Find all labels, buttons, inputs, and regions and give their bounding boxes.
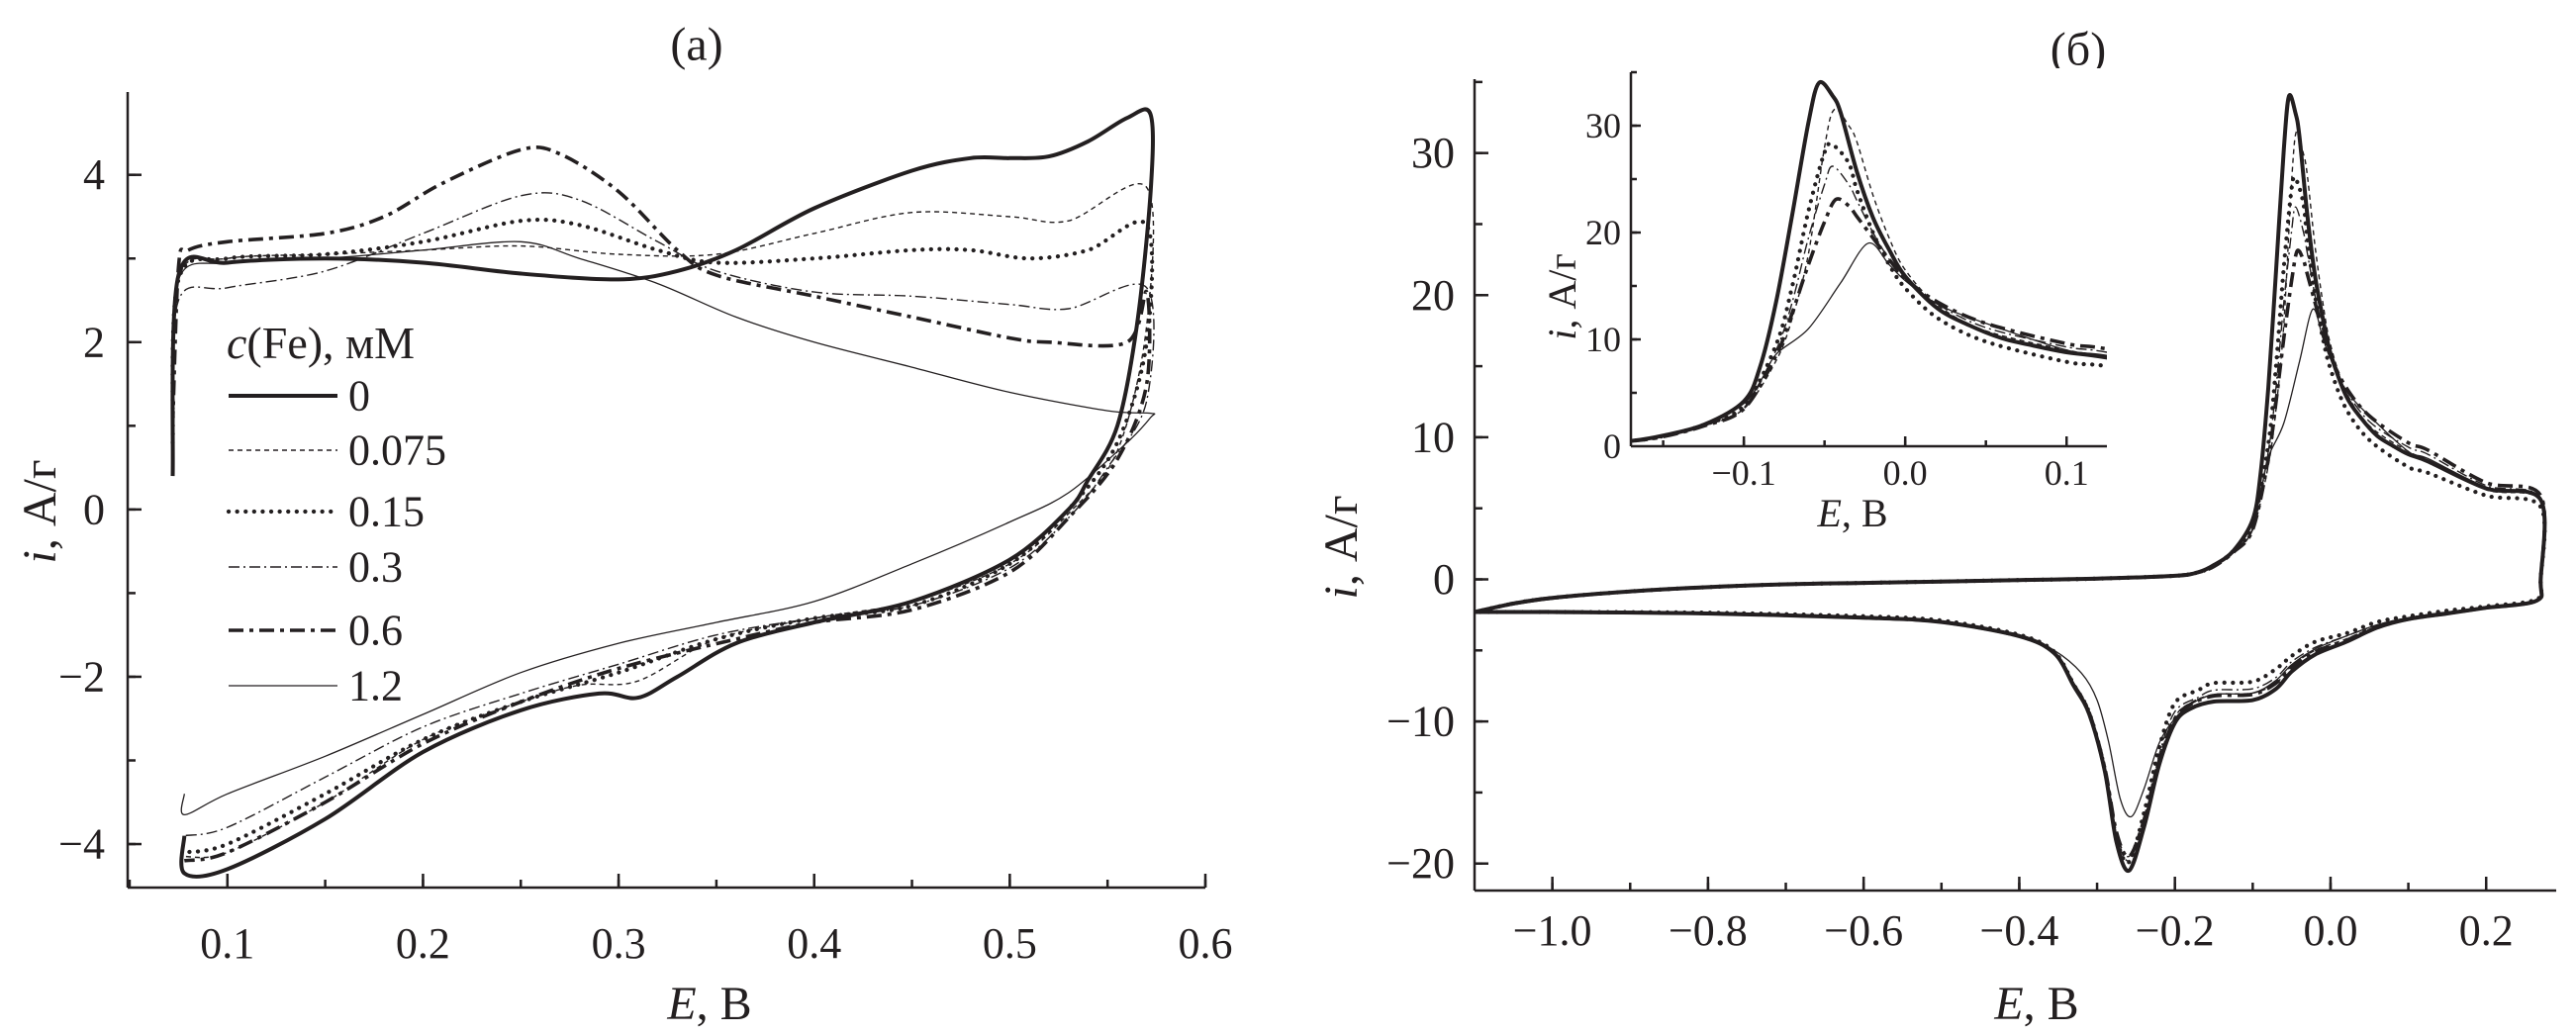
y-tick-label: −20 <box>1386 839 1455 888</box>
y-tick-label: −2 <box>58 652 105 701</box>
y-axis-label-unit: , А/г <box>1540 253 1584 329</box>
x-axis-label-unit: , В <box>697 978 752 1030</box>
legend-label: 1.2 <box>348 662 403 710</box>
series-line-0 <box>1631 79 2107 443</box>
x-tick-label: 0.2 <box>2459 906 2514 955</box>
y-tick-label: −4 <box>58 820 105 869</box>
x-axis-label-unit: , В <box>2024 978 2079 1030</box>
y-tick-label: 2 <box>83 318 105 366</box>
series-group <box>170 107 1156 879</box>
y-tick-label: 10 <box>1585 320 1621 359</box>
x-axis-label: E, В <box>666 978 751 1030</box>
x-tick-label: −0.8 <box>1669 906 1748 955</box>
y-tick-label: 4 <box>83 150 105 199</box>
x-tick-label: 0.0 <box>2303 906 2357 955</box>
y-axis-label-var: i <box>1315 586 1368 599</box>
series-group <box>1475 93 2547 873</box>
legend-title-var: c <box>227 318 246 368</box>
x-axis-label-var: E <box>1993 978 2023 1030</box>
y-tick-label: 0 <box>1603 426 1621 466</box>
y-tick-label: 20 <box>1411 271 1455 320</box>
x-axis-label: E, В <box>1993 978 2078 1030</box>
y-tick-label: 0 <box>83 485 105 533</box>
panel-a-chart: 0.1 0.2 0.3 0.4 0.5 0.6 −4 −2 0 2 4 E, В i, А/г (a) c(… <box>14 19 1233 1031</box>
panel-title: (б) <box>2051 24 2106 76</box>
panel-title: (a) <box>670 19 722 71</box>
legend: c(Fe), мМ0 0.075 0.15 0.3 0.6 1.2 <box>226 318 446 710</box>
legend-item: 1.2 <box>229 662 403 710</box>
series-line-0_3 <box>171 192 1155 837</box>
panel-b-chart: −1.0 −0.8 −0.6 −0.4 −0.2 0.0 0.2 −20 −10 0 10 20 30 E… <box>1315 24 2556 1030</box>
legend-title: c(Fe), мМ <box>227 318 415 368</box>
x-tick-label: 0.4 <box>787 919 841 968</box>
legend-item: 0.6 <box>229 607 403 655</box>
y-axis-label: i, А/г <box>14 459 66 563</box>
y-axis-label: i, А/г <box>1540 253 1584 340</box>
series-line-0_6 <box>170 145 1152 863</box>
y-axis-label-unit: , А/г <box>14 459 66 550</box>
legend-label: 0.3 <box>348 543 403 592</box>
series-line-0_075 <box>171 183 1155 859</box>
y-tick-label: 30 <box>1585 106 1621 145</box>
legend-item: 0.075 <box>229 426 446 475</box>
x-axis-label-var: E <box>1816 491 1841 535</box>
x-tick-label: −1.0 <box>1513 906 1592 955</box>
x-tick-label: −0.4 <box>1980 906 2059 955</box>
x-tick-label: 0.0 <box>1883 453 1928 493</box>
series-line-1_2 <box>1475 308 2545 818</box>
inset-background <box>1629 68 2111 448</box>
x-tick-label: 0.3 <box>592 919 646 968</box>
y-tick-label: 30 <box>1411 129 1455 177</box>
legend-item: 0.3 <box>229 543 403 592</box>
legend-title-rest: (Fe), мМ <box>246 318 415 368</box>
y-axis-label-var: i <box>14 550 66 563</box>
y-tick-label: 20 <box>1585 213 1621 252</box>
x-axis-label-var: E <box>666 978 696 1030</box>
x-tick-label: −0.2 <box>2136 906 2215 955</box>
legend-label: 0 <box>348 372 370 421</box>
legend-item: 0 <box>229 372 370 421</box>
series-group <box>1631 79 2107 443</box>
legend-label: 0.6 <box>348 607 403 655</box>
x-tick-label: 0.6 <box>1179 919 1233 968</box>
x-tick-label: −0.6 <box>1824 906 1903 955</box>
y-axis-label-var: i <box>1540 330 1584 340</box>
series-line-0_15 <box>170 217 1155 855</box>
legend-label: 0.075 <box>348 426 446 475</box>
y-axis-label-unit: , А/г <box>1315 495 1368 586</box>
x-tick-label: 0.1 <box>200 919 254 968</box>
x-tick-label: 0.2 <box>396 919 450 968</box>
x-tick-label: −0.1 <box>1711 453 1775 493</box>
x-tick-label: 0.5 <box>983 919 1037 968</box>
x-axis-label: E, В <box>1816 491 1887 535</box>
series-line-0 <box>170 107 1155 879</box>
series-line-1_2 <box>171 240 1156 816</box>
y-tick-label: 0 <box>1433 555 1455 604</box>
x-tick-label: 0.1 <box>2045 453 2089 493</box>
x-axis-label-unit: , В <box>1842 491 1888 535</box>
legend-label: 0.15 <box>348 488 425 536</box>
y-axis-label: i, А/г <box>1315 495 1368 599</box>
y-tick-label: 10 <box>1411 413 1455 461</box>
panel-b-inset-chart: −0.1 0.0 0.1 0 10 20 30 E, В i, А/г <box>1540 68 2111 535</box>
legend-item: 0.15 <box>226 488 425 536</box>
y-tick-label: −10 <box>1386 698 1455 746</box>
